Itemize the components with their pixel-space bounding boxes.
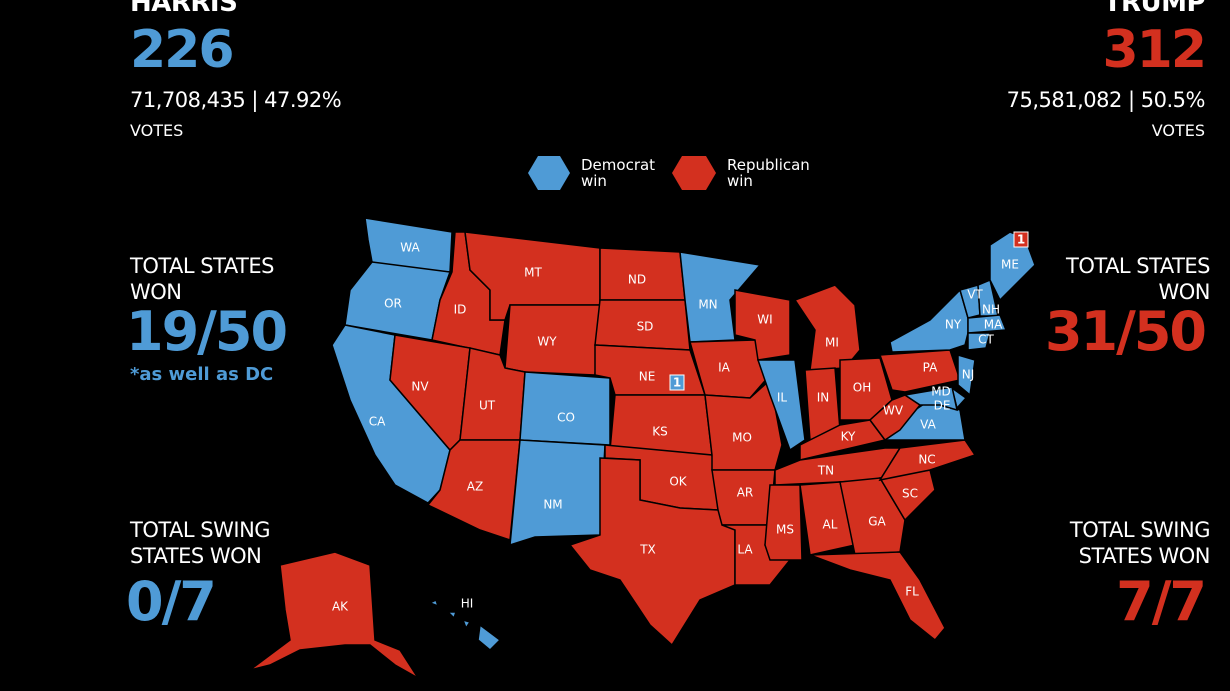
- states-won-label: TOTAL STATES WON: [1066, 254, 1210, 304]
- swing-label: TOTAL SWING STATES WON: [130, 518, 271, 568]
- legend-label: Republican win: [727, 156, 810, 190]
- state-label: CO: [557, 411, 575, 425]
- legend-icon: [672, 156, 716, 190]
- state: [756, 359, 806, 452]
- state: [446, 611, 458, 620]
- state-label: LA: [737, 543, 753, 557]
- state: [461, 618, 472, 630]
- state-label: NJ: [962, 368, 975, 382]
- state: [793, 284, 861, 371]
- state-label: PA: [923, 361, 938, 375]
- legend-icon: [528, 156, 570, 190]
- state-label: IN: [817, 391, 830, 405]
- state: [689, 339, 771, 399]
- electoral-votes: 312: [1102, 20, 1207, 80]
- badge: [1013, 231, 1029, 248]
- state-label: MO: [732, 431, 752, 445]
- badge-label: 1: [1017, 233, 1025, 247]
- state-label: OK: [669, 475, 687, 489]
- states-won-label: TOTAL STATES WON: [130, 254, 274, 304]
- state-label: GA: [868, 515, 886, 529]
- state-label: MT: [524, 266, 542, 280]
- state-label: FL: [905, 585, 919, 599]
- state-label: MA: [984, 318, 1003, 332]
- state-label: ID: [454, 303, 467, 317]
- state-label: MD: [931, 385, 951, 399]
- state: [957, 353, 976, 397]
- state-label: SD: [637, 320, 654, 334]
- swing-won: 7/7: [1116, 570, 1207, 633]
- state: [764, 484, 803, 561]
- state: [989, 231, 1036, 302]
- badge-label: 1: [673, 376, 681, 390]
- state: [903, 386, 959, 412]
- state: [428, 598, 440, 608]
- state-label: MS: [776, 523, 794, 537]
- state-label: WI: [757, 313, 772, 327]
- state-label: DE: [934, 399, 951, 413]
- badge: [669, 374, 685, 391]
- state: [504, 304, 601, 376]
- state-label: NE: [639, 370, 656, 384]
- state-label: UT: [479, 399, 496, 413]
- state-label: AL: [823, 518, 838, 532]
- state-label: NM: [543, 498, 562, 512]
- state-label: KS: [652, 425, 668, 439]
- state: [249, 551, 419, 679]
- state: [509, 439, 606, 547]
- votes-label: VOTES: [130, 121, 184, 140]
- popular-vote: 71,708,435 | 47.92%: [130, 88, 342, 112]
- state-label: NH: [982, 303, 1000, 317]
- state: [568, 457, 736, 647]
- state-label: ND: [628, 273, 646, 287]
- state-label: CA: [369, 415, 386, 429]
- state-label: AZ: [467, 480, 483, 494]
- state: [809, 551, 946, 642]
- states-won: 31/50: [1044, 300, 1207, 363]
- state-label: TN: [817, 464, 834, 478]
- state: [967, 314, 1008, 334]
- swing-won: 0/7: [126, 570, 217, 633]
- candidate-name: TRUMP: [1103, 0, 1206, 18]
- states-note: *as well as DC: [130, 364, 274, 385]
- states-won: 19/50: [126, 300, 288, 363]
- state: [967, 332, 991, 351]
- state-label: MN: [698, 298, 717, 312]
- state-label: AR: [737, 486, 754, 500]
- state-label: TX: [639, 543, 656, 557]
- state-label: SC: [902, 487, 918, 501]
- state-label: OH: [853, 381, 871, 395]
- state-label: WA: [400, 241, 420, 255]
- swing-label: TOTAL SWING STATES WON: [1069, 518, 1211, 568]
- state-label: WV: [883, 404, 904, 418]
- state-label: OR: [384, 297, 402, 311]
- state: [878, 439, 977, 482]
- state-label: VA: [920, 418, 936, 432]
- state-label: KY: [841, 430, 856, 444]
- state-label: WY: [537, 335, 557, 349]
- state-label: MI: [825, 336, 839, 350]
- state: [704, 378, 783, 471]
- candidate-name: HARRIS: [130, 0, 238, 18]
- state-label: ME: [1001, 258, 1019, 272]
- state-label: IA: [718, 361, 731, 375]
- state-label: NC: [918, 453, 935, 467]
- state: [519, 371, 611, 446]
- state-label: VT: [967, 288, 983, 302]
- electoral-votes: 226: [130, 20, 235, 80]
- state: [839, 477, 906, 556]
- votes-label: VOTES: [1151, 121, 1205, 140]
- state: [477, 623, 502, 652]
- state-label: AK: [332, 600, 349, 614]
- state-label: HI: [461, 597, 474, 611]
- state-label: IL: [777, 391, 788, 405]
- popular-vote: 75,581,082 | 50.5%: [1006, 88, 1206, 112]
- state-label: CT: [978, 333, 994, 347]
- state-label: NV: [411, 380, 429, 394]
- legend-label: Democrat win: [581, 156, 656, 190]
- state-label: NY: [945, 318, 962, 332]
